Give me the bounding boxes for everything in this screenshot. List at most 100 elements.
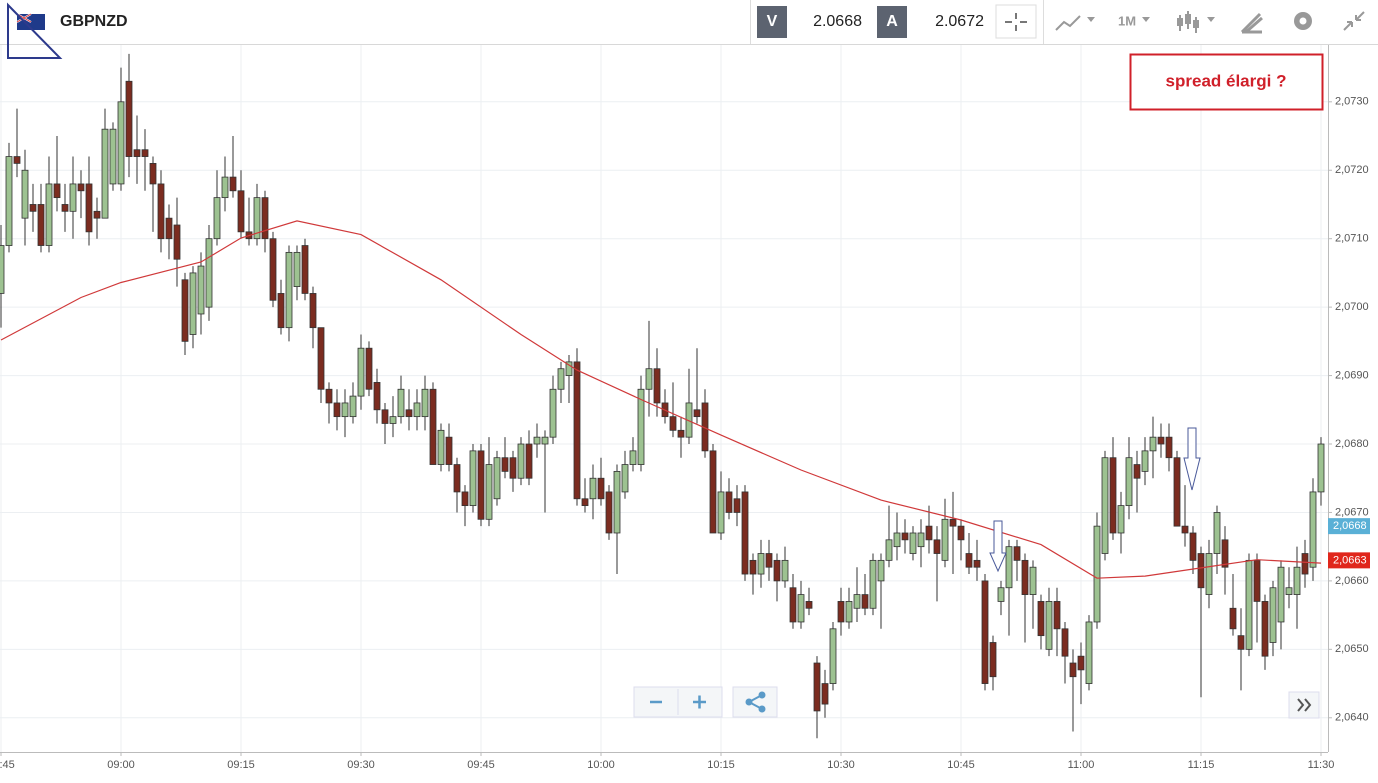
candle-body bbox=[1157, 436, 1165, 445]
candle-body bbox=[1189, 532, 1197, 561]
candle-body bbox=[629, 450, 637, 465]
candle-body bbox=[1109, 457, 1117, 534]
candle-body bbox=[149, 163, 157, 185]
candle-body bbox=[477, 450, 485, 520]
candle-body bbox=[989, 642, 997, 678]
candle-body bbox=[1293, 566, 1301, 595]
candle-body bbox=[653, 368, 661, 404]
x-tick-label: 09:15 bbox=[227, 759, 255, 771]
candle-body bbox=[181, 279, 189, 342]
candle-body bbox=[1045, 601, 1053, 650]
candle-body bbox=[37, 204, 45, 246]
candle-body bbox=[277, 293, 285, 329]
candle-body bbox=[517, 443, 525, 479]
annotation: spread élargi ? bbox=[1166, 71, 1287, 90]
candle-body bbox=[901, 532, 909, 541]
candle-body bbox=[165, 217, 173, 240]
candle-body bbox=[101, 128, 109, 219]
x-tick-label: 10:00 bbox=[587, 759, 615, 771]
candle-body bbox=[1253, 559, 1261, 602]
candle-body bbox=[357, 347, 365, 397]
candle-body bbox=[797, 594, 805, 623]
candle-body bbox=[949, 518, 957, 527]
candle-body bbox=[1093, 525, 1101, 623]
x-tick-label: 09:00 bbox=[107, 759, 135, 771]
candle-body bbox=[709, 450, 717, 534]
timeframe[interactable]: 1M bbox=[1118, 13, 1136, 28]
candle-body bbox=[1053, 601, 1061, 630]
candle-body bbox=[861, 594, 869, 609]
candle-body bbox=[973, 559, 981, 568]
candle-body bbox=[1301, 553, 1309, 575]
candle-body bbox=[781, 559, 789, 582]
candle-body bbox=[325, 388, 333, 404]
candle-body bbox=[1013, 546, 1021, 561]
share-button[interactable] bbox=[732, 686, 778, 718]
candle-body bbox=[365, 347, 373, 390]
candle-body bbox=[541, 436, 549, 445]
share-dot bbox=[758, 691, 766, 699]
candle-body bbox=[1245, 559, 1253, 650]
candle-body bbox=[805, 601, 813, 609]
candle-body bbox=[157, 183, 165, 240]
candle-body bbox=[485, 464, 493, 520]
candle-body bbox=[1061, 628, 1069, 657]
buy-label: A bbox=[886, 13, 898, 30]
candle-body bbox=[741, 491, 749, 575]
x-tick-label: 09:30 bbox=[347, 759, 375, 771]
candle-body bbox=[453, 464, 461, 493]
candle-body bbox=[301, 245, 309, 294]
x-tick-label: 10:30 bbox=[827, 759, 855, 771]
collapse-icon[interactable] bbox=[1343, 11, 1365, 31]
candle-body bbox=[405, 409, 413, 418]
candle-body bbox=[733, 498, 741, 513]
dropdown bbox=[1142, 17, 1150, 22]
candle-body bbox=[445, 436, 453, 465]
candle-body bbox=[1309, 491, 1317, 568]
candle-body bbox=[373, 382, 381, 411]
indicator-icon[interactable] bbox=[1055, 15, 1081, 31]
candle-body bbox=[501, 457, 509, 472]
candle-body bbox=[173, 224, 181, 260]
candle-body bbox=[581, 498, 589, 507]
icon-part bbox=[1177, 18, 1183, 26]
annotation-box bbox=[1129, 53, 1324, 111]
candle-body bbox=[221, 176, 229, 199]
candle-body bbox=[573, 361, 581, 500]
candle-body bbox=[669, 416, 677, 431]
candle-body bbox=[0, 245, 5, 294]
candle-body bbox=[813, 662, 821, 712]
candle-body bbox=[317, 327, 325, 390]
candle-body bbox=[461, 491, 469, 507]
crosshair-button[interactable] bbox=[995, 4, 1037, 39]
candle-body bbox=[1205, 553, 1213, 595]
candle-body bbox=[53, 183, 61, 199]
candle-body bbox=[1149, 436, 1157, 452]
moving-average bbox=[0, 220, 1322, 579]
candle-body bbox=[1173, 457, 1181, 527]
plot bbox=[0, 45, 1328, 752]
candle-body bbox=[933, 539, 941, 554]
candle-body bbox=[957, 525, 965, 541]
candle-body bbox=[213, 197, 221, 240]
buy-price: 2.0672 bbox=[935, 13, 984, 30]
candle-body bbox=[941, 518, 949, 561]
candle-body bbox=[525, 443, 533, 479]
price-tag bbox=[1328, 552, 1370, 569]
sell-button[interactable] bbox=[757, 6, 787, 38]
candle-body bbox=[29, 204, 37, 212]
candle-body bbox=[1117, 505, 1125, 534]
candle-body bbox=[717, 491, 725, 534]
candle-body bbox=[349, 395, 357, 418]
dropdown bbox=[1087, 17, 1095, 22]
y-tick-label: 2,0660 bbox=[1335, 575, 1369, 587]
candle-body bbox=[1021, 559, 1029, 595]
buy-button[interactable] bbox=[877, 6, 907, 38]
draw-icon[interactable] bbox=[1240, 12, 1263, 34]
candle-body bbox=[909, 532, 917, 554]
candle-body bbox=[1221, 539, 1229, 568]
zoom-in[interactable] bbox=[693, 695, 706, 709]
icon-part bbox=[1185, 14, 1191, 24]
candle-body bbox=[605, 491, 613, 534]
